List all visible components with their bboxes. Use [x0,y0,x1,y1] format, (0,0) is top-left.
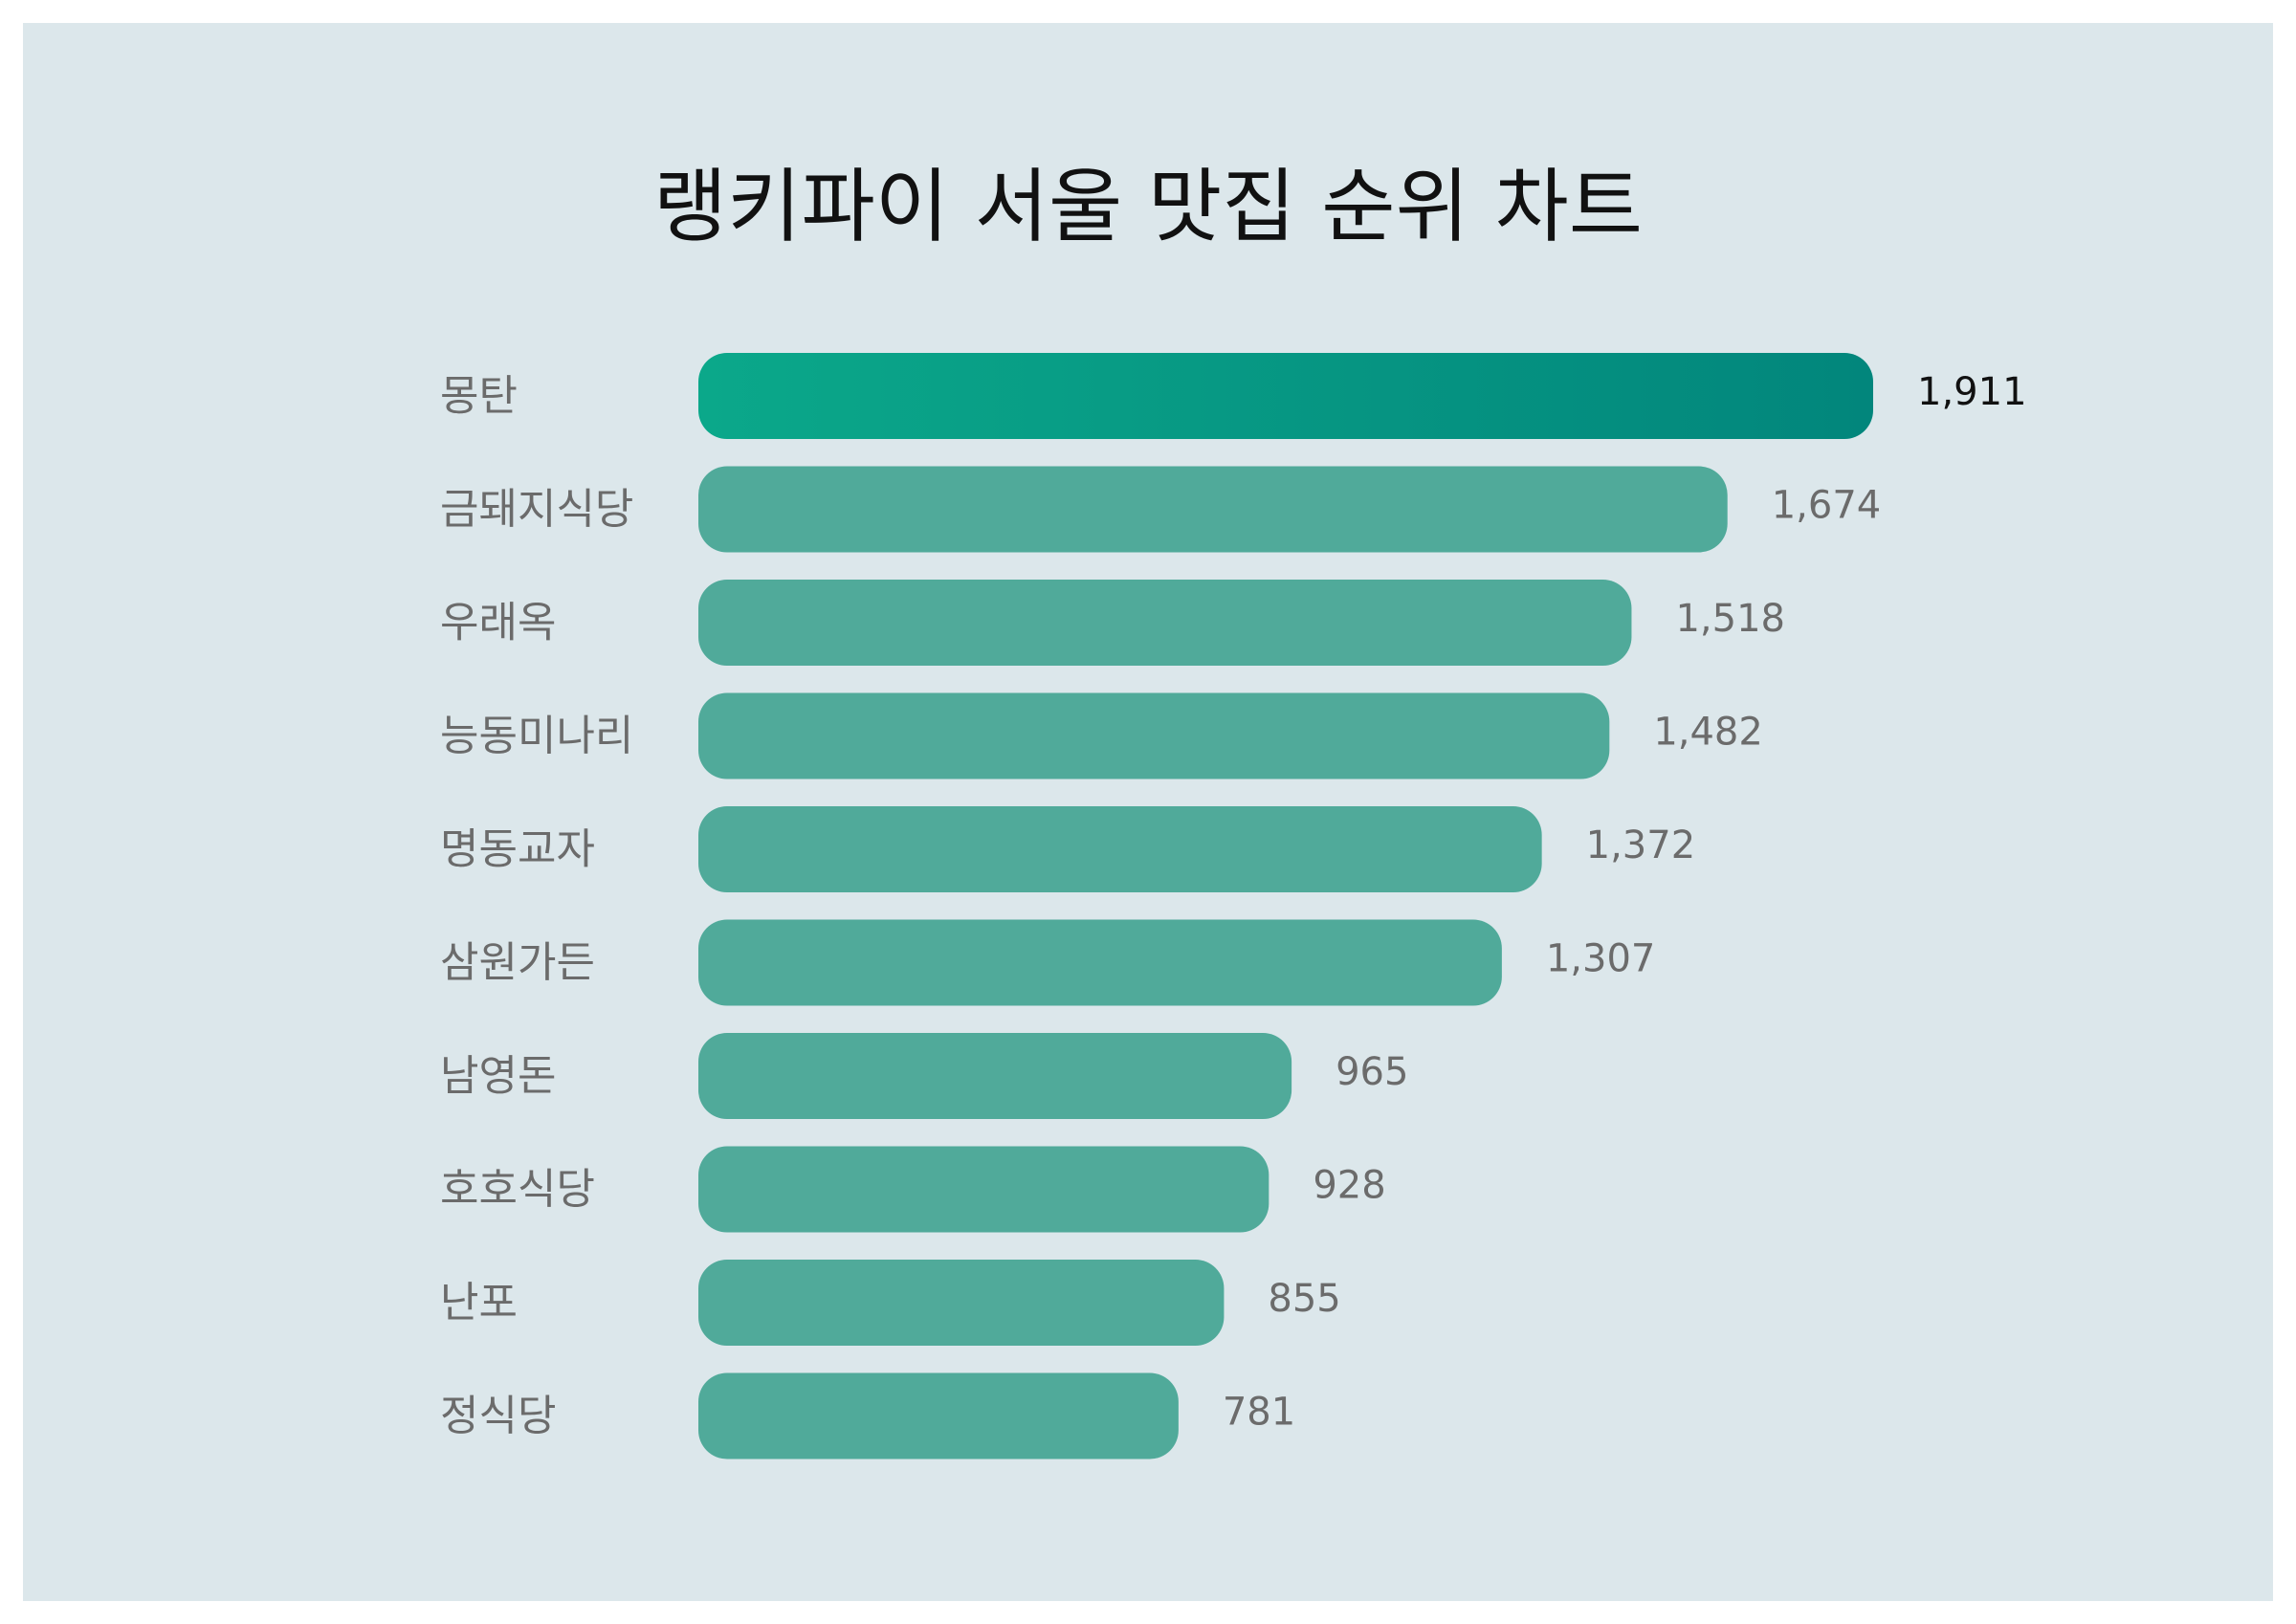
bar-6 [698,919,1502,1006]
value-label-6: 1,307 [1546,937,1656,981]
value-label-8: 928 [1313,1164,1385,1208]
value-label-9: 855 [1268,1277,1340,1321]
bar-1 [698,353,1873,439]
category-label-3: 우래옥 [440,599,556,647]
category-label-9: 난포 [440,1279,518,1328]
category-label-6: 삼원가든 [440,938,595,987]
category-label-4: 능동미나리 [440,712,633,760]
category-label-1: 몽탄 [440,372,518,421]
bar-4 [698,692,1610,779]
value-label-3: 1,518 [1675,597,1785,641]
category-label-8: 호호식당 [440,1165,595,1214]
bar-10 [698,1372,1179,1459]
chart-title: 랭키파이 서울 맛집 순위 차트 [652,160,1644,253]
category-label-2: 금돼지식당 [440,485,633,534]
value-label-2: 1,674 [1772,484,1882,528]
bar-9 [698,1260,1225,1346]
value-label-4: 1,482 [1653,711,1763,755]
bar-5 [698,806,1542,892]
bar-3 [698,580,1632,666]
category-label-7: 남영돈 [440,1052,556,1101]
value-label-5: 1,372 [1586,823,1696,867]
value-label-1: 1,911 [1917,370,2027,414]
bar-7 [698,1033,1292,1119]
bars-group: 몽탄 1,911 금돼지식당 1,674 우래옥 1,518 능동미나리 1,482 명동교자 1… [440,353,2027,1459]
bar-8 [698,1146,1269,1233]
category-label-5: 명동교자 [440,825,595,874]
bar-2 [698,466,1728,553]
value-label-10: 781 [1223,1391,1295,1435]
value-label-7: 965 [1336,1050,1408,1094]
category-label-10: 정식당 [440,1392,556,1440]
